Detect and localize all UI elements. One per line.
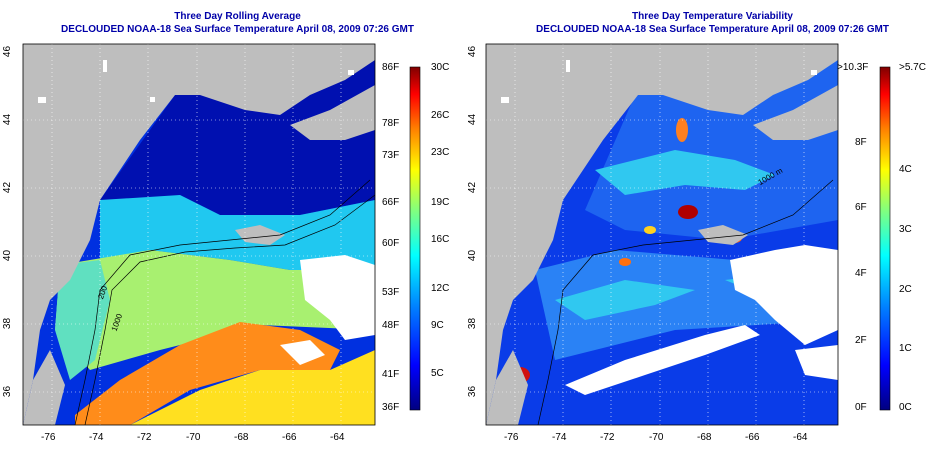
sst-variability-map	[485, 43, 891, 426]
colorbar-f-label: 36F	[382, 402, 400, 413]
colorbar-c-label: 19C	[431, 197, 450, 208]
colorbar-f-label: 53F	[382, 287, 400, 298]
colorbar-c-label: 4C	[899, 164, 912, 175]
grid-lines	[23, 44, 375, 425]
colorbar-c-label: 26C	[431, 110, 450, 121]
y-tick: 40	[467, 249, 479, 262]
x-tick: -68	[697, 432, 712, 443]
y-tick: 38	[2, 317, 14, 330]
colorbar-f-label: 4F	[855, 268, 867, 279]
grid-lines	[486, 44, 838, 425]
map-frame	[22, 43, 376, 426]
colorbar-c-label: 12C	[431, 283, 450, 294]
temperature-colorbar	[409, 66, 421, 411]
colorbar-c-label: 2C	[899, 284, 912, 295]
x-tick: -72	[137, 432, 152, 443]
colorbar-f-label: 6F	[855, 202, 867, 213]
x-tick: -76	[504, 432, 519, 443]
colorbar-c-label: 16C	[431, 234, 450, 245]
left-title-line1: Three Day Rolling Average	[174, 11, 301, 22]
y-tick: 46	[467, 45, 479, 58]
right-title-line2: DECLOUDED NOAA-18 Sea Surface Temperatur…	[536, 24, 889, 35]
x-tick: -70	[649, 432, 664, 443]
y-tick: 36	[2, 385, 14, 398]
y-tick: 36	[467, 385, 479, 398]
colorbar-f-label: >10.3F	[837, 62, 869, 73]
map-content	[23, 44, 375, 425]
y-tick: 42	[2, 181, 14, 194]
variability-colorbar	[879, 66, 891, 411]
x-tick: -66	[282, 432, 297, 443]
colorbar-c-label: 0C	[899, 402, 912, 413]
y-tick: 44	[2, 113, 14, 126]
x-tick: -68	[234, 432, 249, 443]
colorbar-c-label: 3C	[899, 224, 912, 235]
colorbar-f-label: 8F	[855, 137, 867, 148]
y-tick: 46	[2, 45, 14, 58]
colorbar-f-label: 60F	[382, 238, 400, 249]
colorbar-f-label: 41F	[382, 369, 400, 380]
y-tick: 38	[467, 317, 479, 330]
left-title-line2: DECLOUDED NOAA-18 Sea Surface Temperatur…	[61, 24, 414, 35]
colorbar-f-label: 66F	[382, 197, 400, 208]
right-panel: Three Day Temperature Variability DECLOU…	[467, 0, 950, 475]
x-tick: -74	[89, 432, 104, 443]
colorbar-c-label: 1C	[899, 343, 912, 354]
colorbar-f-label: 0F	[855, 402, 867, 413]
colorbar-f-label: 2F	[855, 335, 867, 346]
x-tick: -64	[330, 432, 345, 443]
x-tick: -66	[745, 432, 760, 443]
colorbar-c-label: >5.7C	[899, 62, 926, 73]
x-tick: -74	[552, 432, 567, 443]
x-tick: -64	[793, 432, 808, 443]
colorbar-f-label: 73F	[382, 150, 400, 161]
colorbar-c-label: 9C	[431, 320, 444, 331]
x-tick: -72	[600, 432, 615, 443]
y-tick: 40	[2, 249, 14, 262]
colorbar-f-label: 78F	[382, 118, 400, 129]
colorbar-f-label: 48F	[382, 320, 400, 331]
x-tick: -76	[41, 432, 56, 443]
map-frame	[485, 43, 839, 426]
colorbar-c-label: 23C	[431, 147, 450, 158]
y-tick: 42	[467, 181, 479, 194]
colorbar-c-label: 30C	[431, 62, 450, 73]
sst-average-map	[22, 43, 421, 426]
right-title-line1: Three Day Temperature Variability	[632, 11, 793, 22]
left-panel: Three Day Rolling Average DECLOUDED NOAA…	[2, 11, 450, 443]
x-tick: -70	[186, 432, 201, 443]
colorbar-f-label: 86F	[382, 62, 400, 73]
y-tick: 44	[467, 113, 479, 126]
map-content	[486, 44, 838, 425]
colorbar-c-label: 5C	[431, 368, 444, 379]
